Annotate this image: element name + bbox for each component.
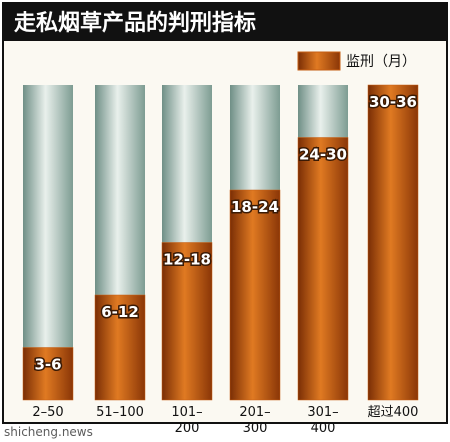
x-tick-label-line: 2–50	[32, 405, 63, 420]
value-label: 30-36	[369, 93, 417, 111]
legend-label: 监刑（月）	[346, 54, 416, 70]
bar	[367, 84, 419, 401]
x-tick-label-line: 300	[243, 421, 268, 436]
value-label: 12-18	[163, 251, 211, 269]
bar	[161, 242, 213, 401]
x-tick-label-line: 400	[311, 421, 336, 436]
x-tick-label-line: 超过400	[368, 405, 419, 420]
bar	[297, 137, 349, 401]
title-bar	[3, 3, 447, 41]
value-label: 6-12	[101, 303, 139, 321]
value-label: 24-30	[299, 146, 347, 164]
watermark: shicheng.news	[4, 425, 93, 439]
x-tick-label-line: 51–100	[96, 405, 144, 420]
chart-title: 走私烟草产品的判刑指标	[14, 10, 256, 36]
value-label: 3-6	[34, 356, 61, 374]
x-tick-label: 101– 200	[171, 405, 202, 436]
x-tick-label-line: 201–	[239, 405, 270, 420]
value-label: 18-24	[231, 198, 279, 216]
bar	[229, 189, 281, 401]
bar	[22, 347, 74, 401]
x-tick-label: 201– 300	[239, 405, 270, 436]
x-tick-label: 超过400	[368, 405, 419, 420]
x-tick-label-line: 200	[175, 421, 200, 436]
x-tick-label-line: 101–	[171, 405, 202, 420]
x-tick-label-line: 301–	[307, 405, 338, 420]
legend-swatch	[297, 51, 341, 71]
x-tick-label: 51–100	[96, 405, 144, 420]
bar	[94, 294, 146, 401]
x-tick-label: 2–50	[32, 405, 63, 420]
x-tick-label: 301– 400	[307, 405, 338, 436]
